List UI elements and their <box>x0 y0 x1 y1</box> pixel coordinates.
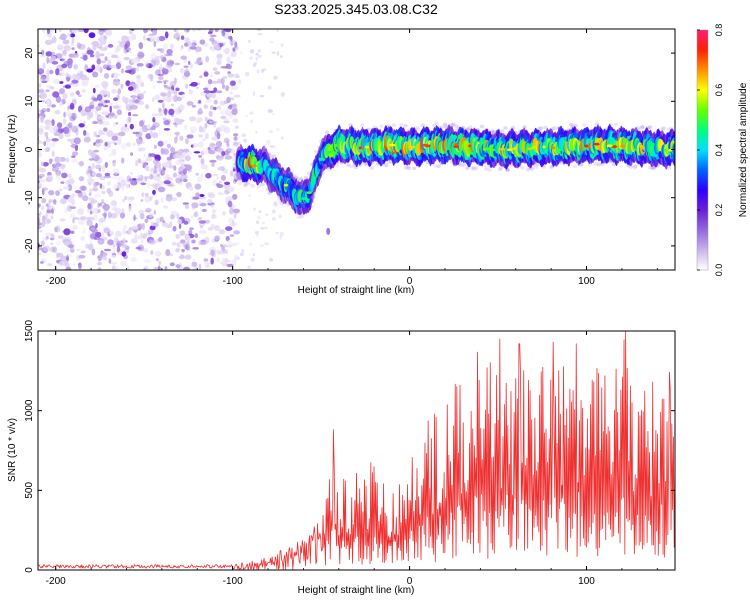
snr-frame <box>37 330 676 571</box>
y-tick-label: 1000 <box>24 399 35 422</box>
spectrogram-x-label: Height of straight line (km) <box>298 285 415 296</box>
x-tick-label: -100 <box>223 276 243 287</box>
snr-series-line <box>38 331 675 570</box>
y-tick-label: -10 <box>24 190 35 205</box>
y-tick-label: 500 <box>24 482 35 499</box>
spectrogram-y-label: Frequency (Hz) <box>7 115 18 184</box>
snr-background <box>38 331 675 570</box>
x-tick-label: -200 <box>46 276 66 287</box>
x-tick-label: -100 <box>223 576 243 587</box>
colorbar-ticks: 0.0 0.2 0.4 0.6 0.8 <box>697 24 724 277</box>
snr-x-label: Height of straight line (km) <box>298 585 415 596</box>
spectrogram-image <box>38 29 675 270</box>
y-tick-label: 20 <box>24 47 35 59</box>
colorbar-tick-label: 0.2 <box>714 204 724 217</box>
x-tick-label: 0 <box>407 576 413 587</box>
y-tick-label: -20 <box>24 238 35 253</box>
colorbar-tick-label: 0.6 <box>714 84 724 97</box>
colorbar: 0.0 0.2 0.4 0.6 0.8 Normalized spectral ampl… <box>696 24 749 277</box>
colorbar-tick-label: 0.4 <box>714 144 724 157</box>
y-tick-label: 0 <box>24 146 35 152</box>
figure-title: S233.2025.345.03.08.C32 <box>274 1 438 17</box>
x-tick-label: 100 <box>578 576 595 587</box>
colorbar-tick-label: 0.0 <box>714 264 724 277</box>
y-tick-label: 0 <box>24 567 35 573</box>
x-tick-label: -200 <box>46 576 66 587</box>
colorbar-label: Normalized spectral amplitude <box>738 82 749 217</box>
snr-y-label: SNR (10 * v/v) <box>7 418 18 482</box>
y-tick-label: 1500 <box>24 319 35 342</box>
colorbar-tick-label: 0.8 <box>714 24 724 37</box>
x-tick-label: 0 <box>407 276 413 287</box>
colorbar-gradient <box>697 30 708 270</box>
x-tick-label: 100 <box>578 276 595 287</box>
y-tick-label: 10 <box>24 95 35 107</box>
